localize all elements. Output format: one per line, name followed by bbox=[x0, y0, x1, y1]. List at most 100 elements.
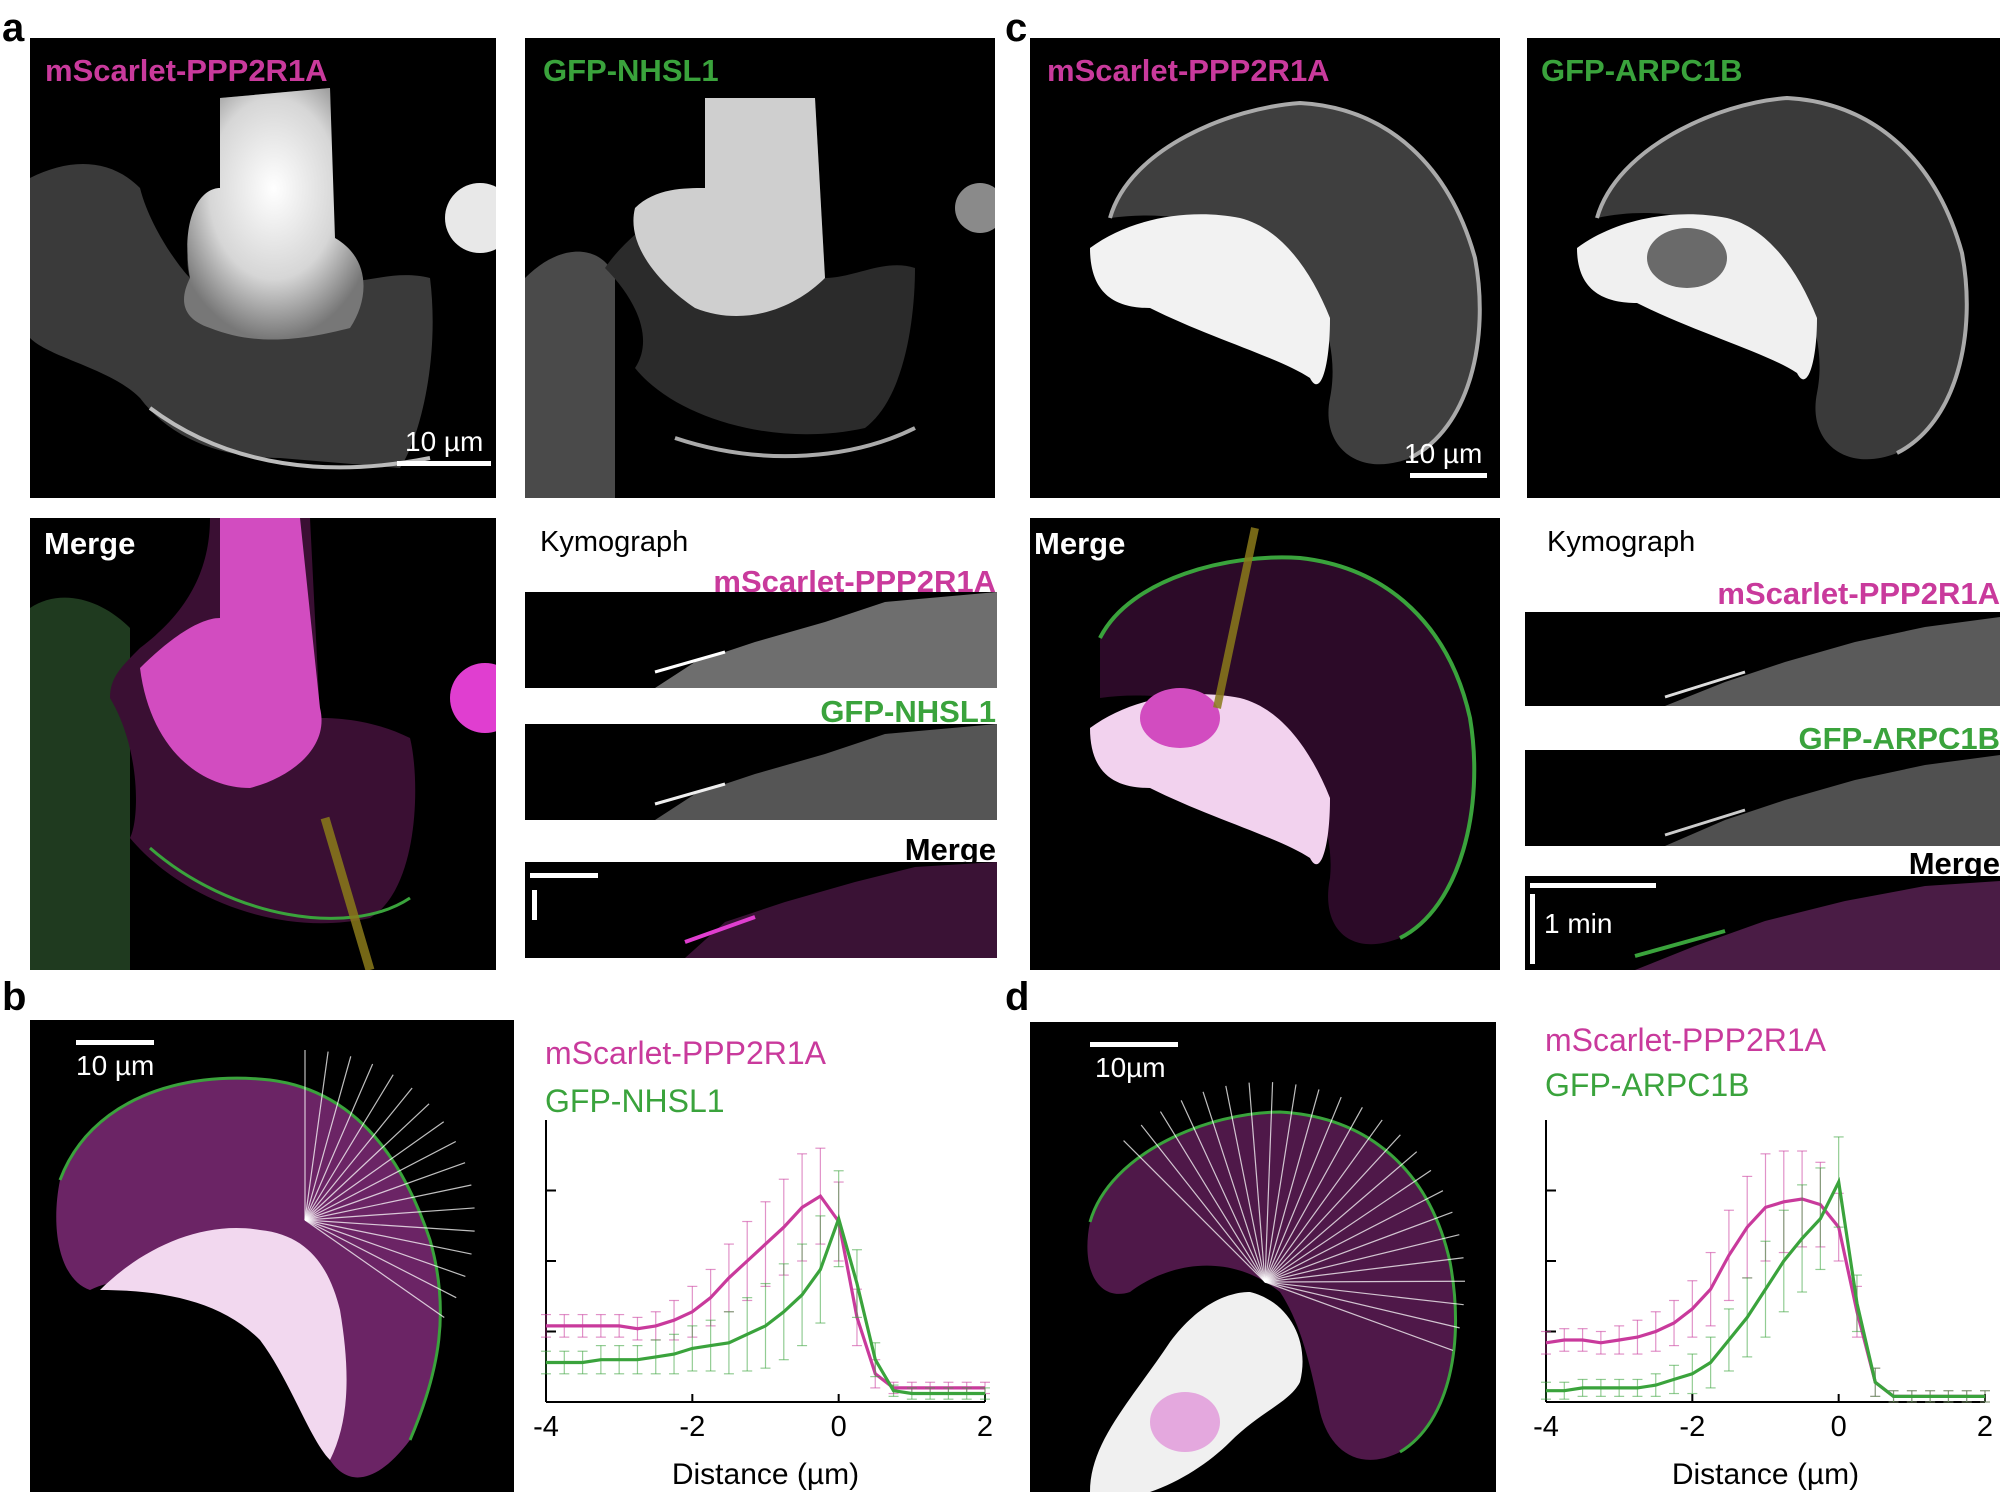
profile-line bbox=[1159, 1111, 1266, 1283]
c-kymo-ch1-label: mScarlet-PPP2R1A bbox=[1717, 576, 2000, 611]
b-plot: -4 -2 0 2 Distance (µm) bbox=[520, 1112, 1000, 1492]
series bbox=[1541, 1136, 1990, 1403]
c-kymo-ch1 bbox=[1525, 612, 2000, 706]
profile-line bbox=[304, 1219, 445, 1318]
profile-line bbox=[304, 1121, 445, 1221]
b-scale-bar bbox=[76, 1040, 154, 1045]
cell-image-d-merge bbox=[1087, 1110, 1458, 1492]
x-tick-label: -4 bbox=[1533, 1411, 1559, 1443]
a-kymo-ch2-trace bbox=[654, 724, 997, 820]
profile-line bbox=[304, 1056, 352, 1221]
image-a-ch1 bbox=[30, 38, 496, 498]
a-kymo-merge bbox=[525, 862, 997, 958]
a-kymo-ch2 bbox=[525, 724, 997, 820]
b-scale-bar-label: 10 µm bbox=[76, 1050, 155, 1081]
c-kymo-ch1-trace bbox=[1664, 617, 2000, 706]
x-axis-label: Distance (µm) bbox=[672, 1458, 859, 1491]
c-kymo-merge-label: Merge bbox=[1908, 846, 2000, 881]
cell-image-a-ch1 bbox=[30, 88, 496, 470]
profile-line bbox=[304, 1184, 472, 1221]
profile-line bbox=[304, 1219, 466, 1277]
profile-line bbox=[304, 1219, 475, 1232]
panel-letter-a: a bbox=[2, 6, 25, 50]
c-scale-bar-label: 10 µm bbox=[1404, 438, 1483, 469]
profile-line bbox=[1264, 1234, 1460, 1283]
b-legend-ch1: mScarlet-PPP2R1A bbox=[545, 1035, 826, 1071]
d-legend-ch1: mScarlet-PPP2R1A bbox=[1545, 1022, 1826, 1058]
profile-line bbox=[304, 1162, 466, 1221]
a-kymo-title: Kymograph bbox=[540, 526, 689, 558]
c-kymo-ch2-trace bbox=[1664, 755, 2000, 846]
cell-image-c-merge bbox=[1090, 555, 1477, 945]
cell-image-c-ch1 bbox=[1090, 100, 1482, 465]
profile-line bbox=[1264, 1280, 1466, 1283]
d-scale-bar bbox=[1090, 1042, 1178, 1047]
c-kymo-scale-t-label: 1 min bbox=[1544, 908, 1613, 939]
c-kymograph-line bbox=[1213, 527, 1259, 709]
profile-line bbox=[1264, 1281, 1454, 1351]
profile-line bbox=[304, 1051, 329, 1221]
cell-image-a-merge bbox=[30, 518, 496, 970]
x-axis-label: Distance (µm) bbox=[1672, 1458, 1859, 1491]
c-kymo-ch2-label: GFP-ARPC1B bbox=[1798, 721, 2000, 756]
profile-line bbox=[1248, 1082, 1266, 1283]
a-kymo-ch1-label: mScarlet-PPP2R1A bbox=[713, 564, 996, 599]
profile-line bbox=[1264, 1281, 1460, 1329]
c-ch2-label: GFP-ARPC1B bbox=[1541, 53, 1743, 88]
profile-line bbox=[1264, 1257, 1464, 1283]
x-tick-label: 0 bbox=[831, 1411, 847, 1443]
profile-line bbox=[1264, 1211, 1453, 1283]
profile-line bbox=[304, 1063, 374, 1221]
series bbox=[541, 1170, 990, 1400]
a-kymo-ch2-label: GFP-NHSL1 bbox=[820, 694, 996, 729]
c-kymo-merge-trace bbox=[1634, 881, 2000, 970]
b-legend-ch2: GFP-NHSL1 bbox=[545, 1083, 725, 1119]
d-radial-lines bbox=[1123, 1082, 1466, 1351]
image-a-ch2 bbox=[525, 38, 995, 498]
x-tick-label: -2 bbox=[679, 1411, 705, 1443]
series-line bbox=[546, 1213, 985, 1396]
image-c-ch1 bbox=[1030, 38, 1500, 498]
c-kymo-scale-x-label: 3 µm bbox=[1663, 878, 1726, 909]
panel-letter-d: d bbox=[1005, 975, 1030, 1019]
x-tick-label: 2 bbox=[977, 1411, 993, 1443]
a-kymo-merge-trace bbox=[684, 862, 997, 958]
c-kymo-ch2 bbox=[1525, 750, 2000, 846]
profile-line bbox=[304, 1219, 457, 1299]
a-kymograph-line bbox=[320, 816, 375, 970]
a-ch2-label: GFP-NHSL1 bbox=[543, 53, 719, 88]
panel-letter-c: c bbox=[1005, 6, 1028, 50]
a-ch1-label: mScarlet-PPP2R1A bbox=[45, 53, 328, 88]
a-scale-bar-label: 10 µm bbox=[405, 426, 484, 457]
b-radial-lines bbox=[304, 1050, 475, 1318]
profile-line bbox=[304, 1219, 472, 1255]
image-c-ch2 bbox=[1527, 38, 2000, 498]
profile-line bbox=[1225, 1085, 1266, 1283]
a-kymo-ch1 bbox=[525, 592, 997, 688]
profile-line bbox=[1180, 1100, 1266, 1283]
cell-image-c-ch2 bbox=[1577, 95, 1969, 460]
image-b-merge bbox=[30, 1020, 514, 1492]
d-plot-svg: -4 -2 0 2 Distance (µm) bbox=[1533, 1120, 1993, 1491]
a-scale-bar bbox=[397, 461, 491, 466]
profile-line bbox=[304, 1074, 394, 1221]
profile-line bbox=[1264, 1107, 1363, 1283]
profile-line bbox=[1264, 1281, 1464, 1306]
profile-line bbox=[1264, 1134, 1401, 1283]
a-merge-label: Merge bbox=[44, 526, 136, 561]
c-kymo-scale-x bbox=[1530, 883, 1656, 888]
a-kymo-ch1-trace bbox=[654, 592, 997, 688]
x-tick-label: -2 bbox=[1679, 1411, 1705, 1443]
cell-image-a-ch2 bbox=[525, 98, 995, 498]
cell-image-b-merge bbox=[56, 1076, 442, 1478]
profile-line bbox=[1264, 1151, 1418, 1283]
profile-line bbox=[304, 1207, 475, 1221]
c-kymo-merge bbox=[1525, 876, 2000, 970]
c-scale-bar bbox=[1410, 473, 1487, 478]
profile-line bbox=[1123, 1140, 1266, 1283]
profile-line bbox=[1264, 1096, 1342, 1283]
a-kymo-scale-t-label: 2 min bbox=[543, 891, 612, 922]
profile-line bbox=[1264, 1119, 1383, 1283]
b-plot-svg: -4 -2 0 2 Distance (µm) bbox=[533, 1120, 993, 1491]
profile-line bbox=[304, 1103, 430, 1221]
